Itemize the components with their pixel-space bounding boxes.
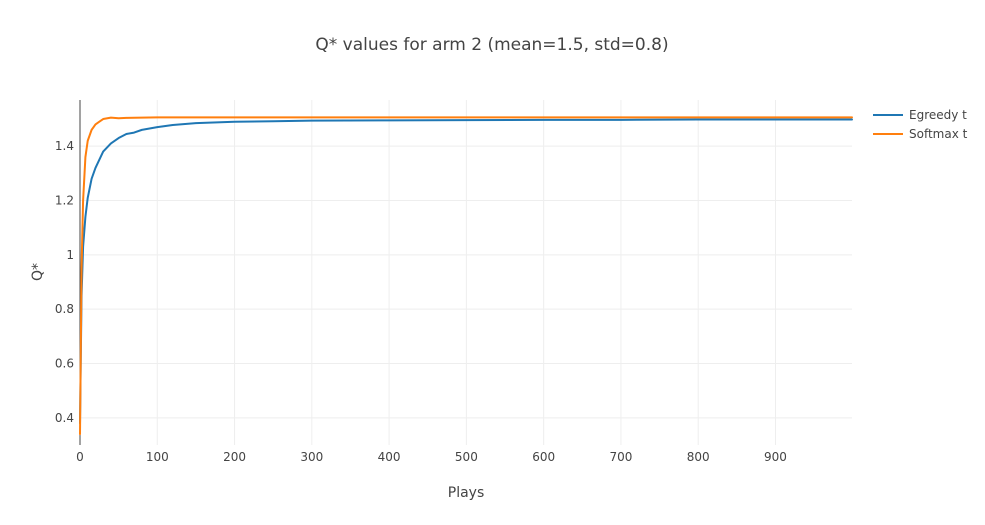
y-axis-title: Q*: [30, 263, 46, 281]
legend-item-softmax-t[interactable]: Softmax t: [873, 127, 968, 141]
x-tick-label: 500: [455, 450, 478, 464]
tick-layer: 0 100 200 300 400 500 600 700 800 900 0.4 0.6 0.8 1 1.…: [55, 139, 787, 464]
y-tick-label: 0.4: [55, 411, 74, 425]
series-line-egreedy-t: [79, 118, 853, 425]
legend-label: Softmax t: [909, 127, 968, 141]
grid-layer: [80, 100, 852, 445]
legend[interactable]: Egreedy t Softmax t: [873, 108, 968, 141]
x-tick-label: 800: [687, 450, 710, 464]
x-tick-label: 400: [378, 450, 401, 464]
x-tick-label: 200: [223, 450, 246, 464]
x-tick-label: 300: [300, 450, 323, 464]
x-tick-label: 100: [146, 450, 169, 464]
y-tick-label: 0.6: [55, 357, 74, 371]
x-tick-label: 700: [609, 450, 632, 464]
y-tick-label: 1: [66, 248, 74, 262]
x-axis-title: Plays: [448, 485, 485, 501]
y-tick-label: 1.4: [55, 139, 74, 153]
x-tick-label: 600: [532, 450, 555, 464]
x-tick-label: 900: [764, 450, 787, 464]
x-tick-label: 0: [76, 450, 84, 464]
series-line-softmax-t: [79, 116, 853, 436]
y-tick-label: 1.2: [55, 194, 74, 208]
series-layer: [79, 116, 853, 436]
legend-label: Egreedy t: [909, 108, 967, 122]
chart-title: Q* values for arm 2 (mean=1.5, std=0.8): [315, 35, 668, 55]
y-tick-label: 0.8: [55, 302, 74, 316]
legend-item-egreedy-t[interactable]: Egreedy t: [873, 108, 967, 122]
